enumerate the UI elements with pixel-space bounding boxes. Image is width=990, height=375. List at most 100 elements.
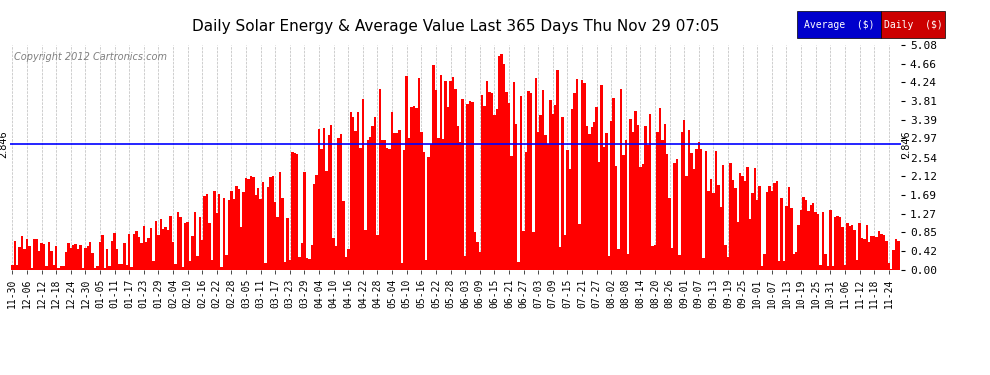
Bar [145,242,148,270]
Bar [712,193,715,270]
Bar [805,200,807,270]
Bar [466,104,469,270]
Bar [515,124,518,270]
Bar [673,163,676,270]
Bar [435,90,438,270]
Bar [732,180,735,270]
Bar [600,85,603,270]
Bar [856,260,858,270]
Bar [820,265,822,270]
Bar [383,140,386,270]
Bar [481,95,483,270]
Bar [408,138,411,270]
Bar [351,117,354,270]
Bar [425,260,428,270]
Bar [176,212,179,270]
Bar [364,230,366,270]
Bar [620,90,622,270]
Bar [822,212,825,270]
Text: Daily  ($): Daily ($) [884,20,942,30]
Bar [43,244,46,270]
Bar [717,184,720,270]
Bar [853,230,856,270]
Bar [121,264,123,270]
Bar [338,138,340,270]
Bar [610,121,613,270]
Bar [249,176,252,270]
Bar [735,188,737,270]
Bar [143,226,145,270]
Bar [74,244,77,270]
Bar [238,189,240,270]
Bar [746,167,748,270]
Bar [685,176,688,270]
Bar [240,227,243,270]
Bar [328,135,330,270]
Bar [228,200,231,270]
Bar [671,249,673,270]
Bar [870,236,873,270]
Bar [868,243,870,270]
Bar [842,226,843,270]
Bar [583,84,586,270]
Bar [715,152,717,270]
Bar [846,223,848,270]
Bar [274,202,276,270]
Bar [262,183,264,270]
Bar [658,108,661,270]
Bar [739,173,742,270]
Bar [72,245,74,270]
Bar [388,148,391,270]
Bar [101,236,104,270]
Bar [423,152,425,270]
Bar [86,246,89,270]
Bar [758,186,761,270]
Bar [77,249,79,270]
Bar [259,200,262,270]
Bar [218,194,221,270]
Bar [296,154,298,270]
Bar [330,125,333,270]
Bar [48,243,50,270]
Bar [449,81,451,270]
Bar [276,217,279,270]
Bar [727,257,730,270]
Bar [549,100,551,270]
Bar [14,241,16,270]
Bar [795,252,797,270]
Bar [64,252,67,270]
Bar [233,200,235,270]
Bar [433,66,435,270]
Bar [157,235,159,270]
Bar [104,268,106,270]
Bar [167,230,169,270]
Bar [476,242,478,270]
Bar [496,109,498,270]
Bar [698,142,700,270]
Bar [525,152,528,270]
Bar [743,181,746,270]
Bar [590,127,593,270]
Bar [651,246,653,270]
Bar [84,248,86,270]
Bar [797,225,800,270]
Bar [625,141,627,270]
Bar [213,190,216,270]
Bar [839,217,842,270]
Bar [780,198,783,270]
Bar [608,256,610,270]
Bar [508,103,510,270]
Bar [863,238,865,270]
Bar [875,237,878,270]
Bar [742,176,743,270]
Bar [126,265,128,270]
Bar [615,166,618,270]
Text: Copyright 2012 Cartronics.com: Copyright 2012 Cartronics.com [14,52,167,62]
Bar [720,207,722,270]
Bar [386,148,388,270]
Bar [644,126,646,270]
Bar [700,148,703,270]
Bar [802,197,805,270]
Bar [406,76,408,270]
Bar [483,106,486,270]
